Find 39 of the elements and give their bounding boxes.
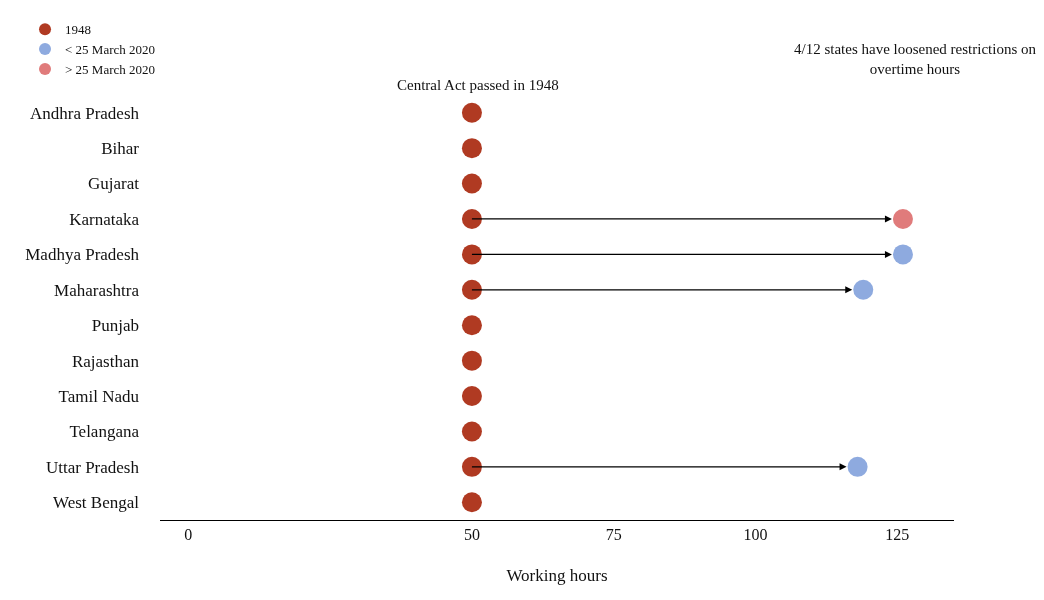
y-tick-label: Karnataka: [69, 209, 140, 229]
y-tick-label: Tamil Nadu: [58, 386, 140, 406]
point: [461, 208, 482, 229]
point: [892, 208, 913, 229]
legend-label: > 25 March 2020: [65, 62, 156, 78]
y-tick-label: Uttar Pradesh: [45, 457, 140, 477]
y-tick-label: Andhra Pradesh: [29, 103, 140, 123]
y-tick-label: Madhya Pradesh: [25, 245, 140, 265]
y-tick-label: Telangana: [69, 422, 140, 442]
point: [461, 315, 482, 336]
point: [461, 102, 482, 123]
point: [461, 350, 482, 371]
point: [461, 173, 482, 194]
x-tick-label: 100: [743, 526, 768, 544]
point: [847, 456, 868, 477]
x-axis-title: Working hours: [506, 566, 608, 585]
x-tick-label: 50: [463, 526, 480, 544]
legend-label: 1948: [65, 22, 92, 38]
point: [461, 244, 482, 265]
x-tick-label: 125: [885, 526, 910, 544]
point: [461, 386, 482, 407]
y-tick-label: Gujarat: [88, 174, 140, 194]
point: [892, 244, 913, 265]
text: Central Act passed in 1948: [397, 77, 559, 93]
point: [461, 492, 482, 513]
y-tick-label: West Bengal: [53, 493, 140, 513]
text: 4/12 states have loosened restrictions on overtime hours: [793, 40, 1037, 79]
y-tick-label: Rajasthan: [71, 351, 140, 371]
x-tick-label: 75: [605, 526, 622, 544]
y-tick-label: Punjab: [91, 316, 139, 336]
legend-label: < 25 March 2020: [65, 42, 156, 58]
x-tick-label: 0: [184, 526, 193, 544]
y-tick-label: Bihar: [101, 139, 140, 159]
y-tick-label: Maharashtra: [54, 280, 140, 300]
point: [461, 138, 482, 159]
point: [461, 421, 482, 442]
point: [461, 456, 482, 477]
point: [853, 279, 874, 300]
point: [461, 279, 482, 300]
